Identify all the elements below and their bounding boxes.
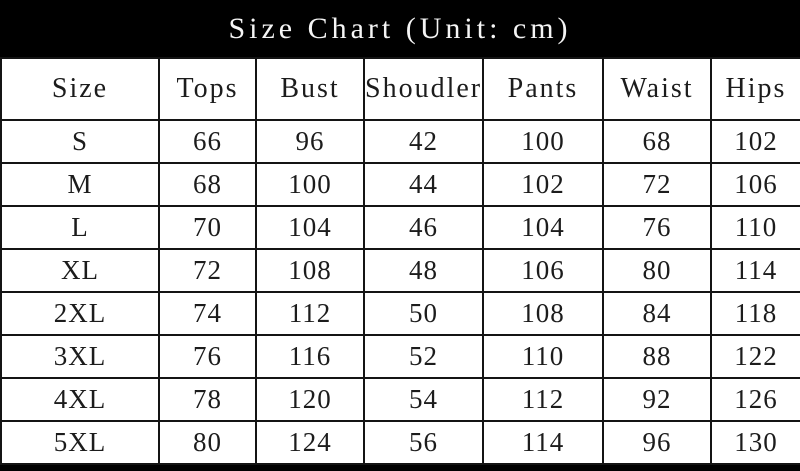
measurement-cell: 80 (602, 248, 712, 293)
table-body: S 66 96 42 100 68 102 M 68 100 44 102 72… (0, 119, 800, 465)
table-row: XL 72 108 48 106 80 114 (0, 248, 800, 293)
measurement-cell: 52 (363, 334, 484, 379)
size-label-cell: 2XL (0, 291, 160, 336)
measurement-cell: 92 (602, 377, 712, 422)
bottom-black-bar (0, 465, 800, 471)
size-label-cell: 5XL (0, 420, 160, 465)
measurement-cell: 88 (602, 334, 712, 379)
measurement-cell: 130 (710, 420, 800, 465)
size-label-cell: M (0, 162, 160, 207)
measurement-cell: 118 (710, 291, 800, 336)
measurement-cell: 112 (482, 377, 604, 422)
measurement-cell: 72 (158, 248, 257, 293)
measurement-cell: 68 (158, 162, 257, 207)
measurement-cell: 76 (602, 205, 712, 250)
chart-title: Size Chart (Unit: cm) (228, 11, 572, 45)
column-header-bust: Bust (255, 57, 365, 121)
measurement-cell: 100 (255, 162, 365, 207)
measurement-cell: 78 (158, 377, 257, 422)
size-label-cell: L (0, 205, 160, 250)
size-label-cell: 4XL (0, 377, 160, 422)
measurement-cell: 76 (158, 334, 257, 379)
measurement-cell: 110 (710, 205, 800, 250)
measurement-cell: 106 (710, 162, 800, 207)
table-header: Size Tops Bust Shoudler Pants Waist Hips (0, 57, 800, 121)
measurement-cell: 70 (158, 205, 257, 250)
size-label-cell: XL (0, 248, 160, 293)
measurement-cell: 110 (482, 334, 604, 379)
measurement-cell: 56 (363, 420, 484, 465)
measurement-cell: 84 (602, 291, 712, 336)
measurement-cell: 104 (482, 205, 604, 250)
size-label-cell: S (0, 119, 160, 164)
measurement-cell: 96 (602, 420, 712, 465)
table-row: M 68 100 44 102 72 106 (0, 162, 800, 207)
measurement-cell: 96 (255, 119, 365, 164)
column-header-tops: Tops (158, 57, 257, 121)
measurement-cell: 114 (710, 248, 800, 293)
measurement-cell: 72 (602, 162, 712, 207)
size-label-cell: 3XL (0, 334, 160, 379)
measurement-cell: 114 (482, 420, 604, 465)
measurement-cell: 104 (255, 205, 365, 250)
title-bar: Size Chart (Unit: cm) (0, 0, 800, 57)
measurement-cell: 106 (482, 248, 604, 293)
measurement-cell: 120 (255, 377, 365, 422)
table-row: 5XL 80 124 56 114 96 130 (0, 420, 800, 465)
measurement-cell: 54 (363, 377, 484, 422)
measurement-cell: 50 (363, 291, 484, 336)
measurement-cell: 74 (158, 291, 257, 336)
measurement-cell: 116 (255, 334, 365, 379)
measurement-cell: 126 (710, 377, 800, 422)
measurement-cell: 68 (602, 119, 712, 164)
table-row: 3XL 76 116 52 110 88 122 (0, 334, 800, 379)
column-header-hips: Hips (710, 57, 800, 121)
measurement-cell: 102 (710, 119, 800, 164)
measurement-cell: 122 (710, 334, 800, 379)
measurement-cell: 112 (255, 291, 365, 336)
measurement-cell: 46 (363, 205, 484, 250)
table-row: 4XL 78 120 54 112 92 126 (0, 377, 800, 422)
measurement-cell: 42 (363, 119, 484, 164)
measurement-cell: 44 (363, 162, 484, 207)
measurement-cell: 48 (363, 248, 484, 293)
measurement-cell: 108 (482, 291, 604, 336)
measurement-cell: 108 (255, 248, 365, 293)
header-row: Size Tops Bust Shoudler Pants Waist Hips (0, 57, 800, 121)
measurement-cell: 80 (158, 420, 257, 465)
column-header-waist: Waist (602, 57, 712, 121)
table-row: L 70 104 46 104 76 110 (0, 205, 800, 250)
measurement-cell: 66 (158, 119, 257, 164)
table-row: 2XL 74 112 50 108 84 118 (0, 291, 800, 336)
measurement-cell: 124 (255, 420, 365, 465)
size-chart-table: Size Tops Bust Shoudler Pants Waist Hips… (0, 57, 800, 465)
table-row: S 66 96 42 100 68 102 (0, 119, 800, 164)
column-header-size: Size (0, 57, 160, 121)
column-header-pants: Pants (482, 57, 604, 121)
column-header-shoudler: Shoudler (363, 57, 484, 121)
measurement-cell: 100 (482, 119, 604, 164)
measurement-cell: 102 (482, 162, 604, 207)
